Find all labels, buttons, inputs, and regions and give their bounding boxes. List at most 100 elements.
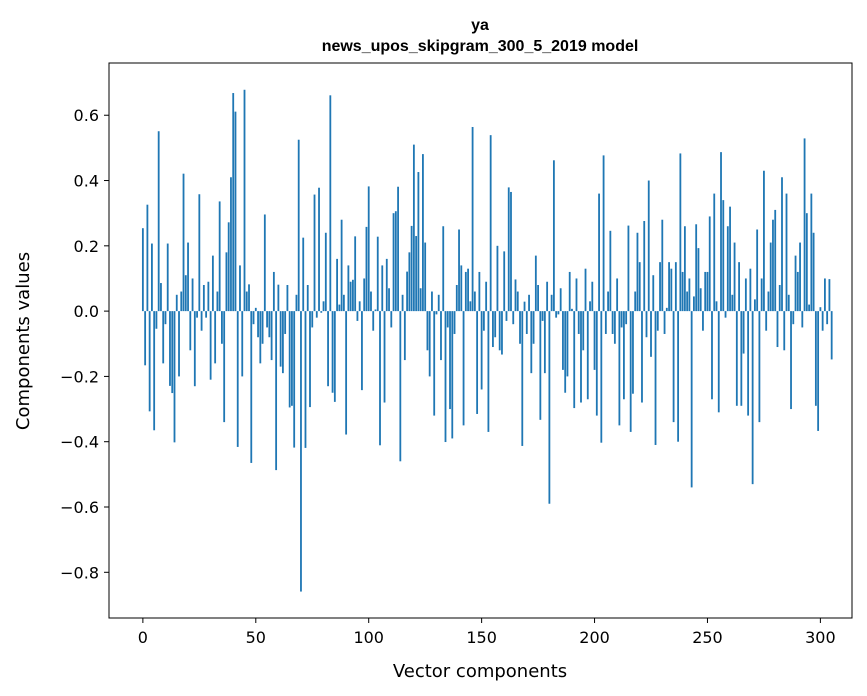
bar-205 [604, 311, 607, 334]
bar-140 [458, 229, 460, 312]
bar-263 [735, 311, 738, 406]
bar-91 [347, 265, 350, 312]
bar-12 [169, 311, 171, 386]
bar-154 [489, 135, 492, 312]
bar-64 [286, 285, 289, 312]
bar-284 [783, 311, 786, 351]
bar-128 [431, 291, 433, 312]
bar-286 [787, 294, 790, 312]
bar-0 [141, 228, 144, 312]
bar-119 [410, 225, 413, 312]
bar-272 [756, 229, 759, 312]
bar-172 [530, 311, 533, 374]
bar-259 [726, 226, 729, 312]
bar-249 [704, 271, 707, 312]
y-tick-label: −0.2 [60, 367, 99, 386]
bar-276 [765, 311, 768, 331]
bar-184 [557, 311, 560, 315]
y-axis-ticks: −0.8 −0.6 −0.4 −0.2 0.0 0.2 0.4 0.6 [60, 106, 109, 582]
bar-31 [211, 255, 214, 312]
bar-104 [376, 236, 379, 312]
bar-185 [559, 288, 562, 312]
bar-302 [824, 278, 826, 312]
bar-242 [688, 278, 691, 312]
bar-45 [243, 89, 246, 312]
bar-181 [550, 294, 553, 312]
bar-89 [342, 294, 345, 312]
bar-70 [300, 311, 302, 592]
bar-88 [340, 219, 343, 312]
bar-30 [209, 311, 212, 380]
bar-23 [193, 311, 196, 387]
bar-210 [616, 278, 619, 312]
bar-105 [379, 311, 381, 446]
bar-288 [792, 311, 795, 325]
bar-305 [830, 311, 833, 360]
bar-291 [799, 242, 801, 312]
bar-227 [654, 311, 657, 445]
bar-203 [600, 311, 603, 443]
bar-167 [519, 311, 521, 344]
bar-281 [776, 311, 779, 348]
bar-53 [261, 311, 264, 344]
bar-212 [620, 311, 623, 328]
bar-303 [826, 311, 829, 325]
bar-27 [202, 285, 205, 312]
bar-100 [367, 186, 370, 312]
bar-80 [322, 301, 325, 312]
bar-132 [440, 311, 442, 361]
bar-20 [187, 242, 189, 312]
bar-300 [819, 307, 822, 312]
bar-122 [417, 172, 420, 312]
bar-90 [345, 311, 348, 435]
bar-42 [236, 311, 239, 447]
bar-183 [555, 311, 558, 318]
bar-157 [496, 245, 499, 312]
bar-127 [428, 311, 431, 377]
bar-273 [758, 311, 761, 423]
bar-253 [713, 193, 716, 312]
bar-208 [611, 311, 614, 334]
bar-213 [623, 311, 625, 400]
bar-192 [575, 278, 578, 312]
bars-group [141, 89, 833, 592]
bar-93 [352, 279, 354, 312]
bar-295 [808, 304, 810, 312]
bar-165 [514, 279, 517, 312]
bar-219 [636, 232, 639, 312]
bar-16 [178, 311, 180, 377]
bar-215 [627, 225, 630, 312]
bar-87 [338, 304, 341, 312]
bar-22 [191, 278, 194, 312]
bar-256 [720, 152, 722, 312]
y-tick-label: −0.4 [60, 433, 99, 452]
bar-246 [697, 248, 700, 312]
bar-139 [455, 285, 458, 312]
bar-298 [814, 311, 817, 406]
bar-24 [196, 311, 198, 318]
bar-241 [686, 291, 689, 312]
bar-146 [471, 126, 474, 312]
bar-234 [670, 268, 673, 312]
bar-63 [284, 311, 287, 334]
bar-268 [747, 311, 750, 416]
bar-166 [516, 291, 519, 312]
bar-99 [365, 226, 368, 312]
bar-220 [638, 262, 641, 312]
bar-180 [548, 311, 551, 504]
bar-39 [230, 177, 232, 312]
bar-102 [372, 311, 375, 331]
bar-280 [774, 209, 777, 312]
bar-59 [275, 311, 278, 471]
y-tick-label: 0.0 [74, 302, 99, 321]
bar-69 [297, 139, 300, 312]
bar-179 [546, 281, 549, 312]
plot-frame [108, 62, 853, 619]
bar-171 [528, 294, 530, 312]
bar-84 [331, 311, 334, 393]
bar-201 [595, 311, 598, 416]
bar-123 [419, 288, 422, 312]
bar-83 [329, 95, 332, 312]
bar-250 [706, 271, 709, 312]
bar-124 [422, 154, 424, 312]
